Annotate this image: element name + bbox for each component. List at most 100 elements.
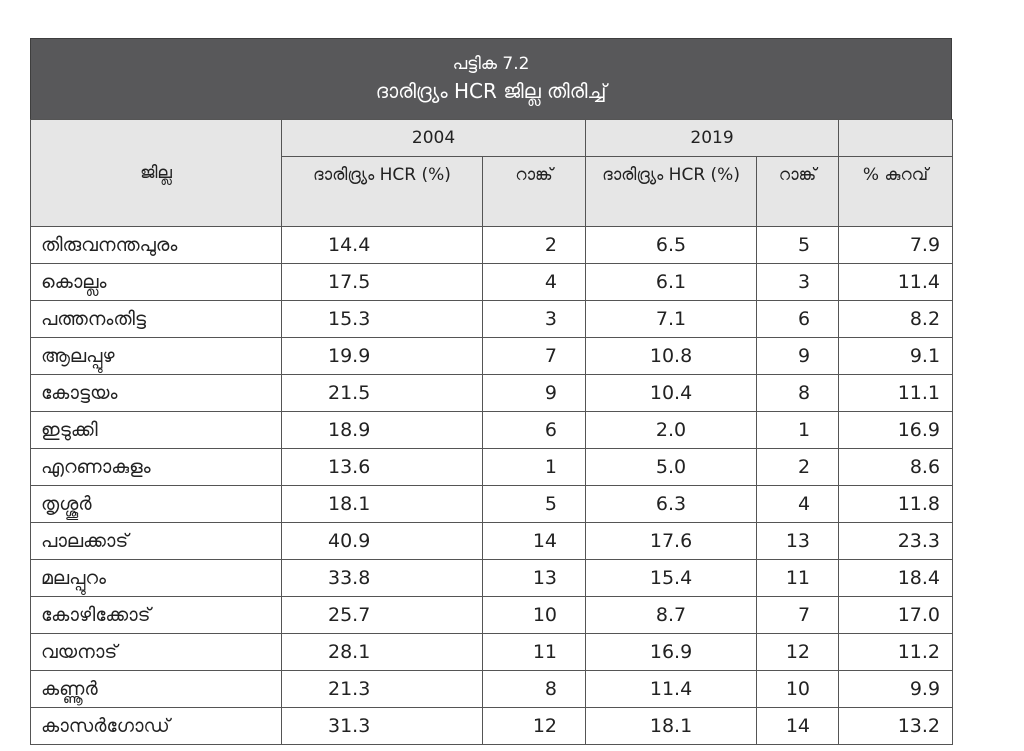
rank-2019-cell: 13 (756, 522, 840, 560)
header-empty (838, 119, 954, 157)
reduction-cell: 11.8 (838, 485, 954, 523)
reduction-cell: 8.2 (838, 300, 954, 338)
rank-2019-cell: 8 (756, 374, 840, 412)
reduction-cell: 11.4 (838, 263, 954, 301)
hcr-2019-cell: 18.1 (585, 707, 758, 745)
hcr-2019-cell: 11.4 (585, 670, 758, 708)
table-row: കൊല്ലം 17.5 4 6.1 3 11.4 (30, 263, 954, 301)
table-row: തൃശ്ശൂർ 18.1 5 6.3 4 11.8 (30, 485, 954, 523)
hcr-2004-cell: 25.7 (281, 596, 483, 634)
table-row: എറണാകുളം 13.6 1 5.0 2 8.6 (30, 448, 954, 486)
hcr-2019-cell: 6.3 (585, 485, 758, 523)
table-title: ദാരിദ്ര്യം HCR ജില്ല തിരിച്ച് (375, 79, 607, 103)
hcr-2004-cell: 28.1 (281, 633, 483, 671)
reduction-cell: 11.1 (838, 374, 954, 412)
header-hcr-2019: ദാരിദ്ര്യം HCR (%) (585, 156, 758, 227)
rank-2019-cell: 11 (756, 559, 840, 597)
rank-2019-cell: 1 (756, 411, 840, 449)
hcr-2019-cell: 10.4 (585, 374, 758, 412)
rank-2019-cell: 12 (756, 633, 840, 671)
table-row: വയനാട് 28.1 11 16.9 12 11.2 (30, 633, 954, 671)
table-row: കോട്ടയം 21.5 9 10.4 8 11.1 (30, 374, 954, 412)
hcr-2004-cell: 18.9 (281, 411, 483, 449)
hcr-2019-cell: 7.1 (585, 300, 758, 338)
rank-2019-cell: 7 (756, 596, 840, 634)
rank-2019-cell: 2 (756, 448, 840, 486)
rank-2004-cell: 9 (481, 374, 587, 412)
rank-2019-cell: 14 (756, 707, 840, 745)
header-rank-2019: റാങ്ക് (756, 156, 840, 227)
rank-2004-cell: 6 (481, 411, 587, 449)
hcr-2004-cell: 21.5 (281, 374, 483, 412)
rank-2004-cell: 4 (481, 263, 587, 301)
rank-2019-cell: 4 (756, 485, 840, 523)
hcr-2019-cell: 6.1 (585, 263, 758, 301)
hcr-2019-cell: 15.4 (585, 559, 758, 597)
reduction-cell: 13.2 (838, 707, 954, 745)
hcr-2004-cell: 18.1 (281, 485, 483, 523)
header-district: ജില്ല (30, 119, 282, 227)
district-cell: പത്തനംതിട്ട (30, 300, 282, 338)
reduction-cell: 8.6 (838, 448, 954, 486)
hcr-2004-cell: 33.8 (281, 559, 483, 597)
rank-2019-cell: 3 (756, 263, 840, 301)
table-row: കണ്ണൂർ 21.3 8 11.4 10 9.9 (30, 670, 954, 708)
rank-2004-cell: 12 (481, 707, 587, 745)
table-row: കോഴിക്കോട് 25.7 10 8.7 7 17.0 (30, 596, 954, 634)
header-rank-2004: റാങ്ക് (481, 156, 587, 227)
hcr-2004-cell: 15.3 (281, 300, 483, 338)
rank-2019-cell: 6 (756, 300, 840, 338)
rank-2004-cell: 8 (481, 670, 587, 708)
table-body: തിരുവനന്തപുരം 14.4 2 6.5 5 7.9 കൊല്ലം 17.5 4 6.1 3… (30, 226, 954, 745)
table-row: പാലക്കാട് 40.9 14 17.6 13 23.3 (30, 522, 954, 560)
district-cell: കോട്ടയം (30, 374, 282, 412)
poverty-hcr-table-container: പട്ടിക 7.2 ദാരിദ്ര്യം HCR ജില്ല തിരിച്ച്… (30, 38, 954, 745)
table-row: മലപ്പുറം 33.8 13 15.4 11 18.4 (30, 559, 954, 597)
reduction-cell: 9.1 (838, 337, 954, 375)
header-reduction: % കുറവ് (838, 156, 954, 227)
table-row: തിരുവനന്തപുരം 14.4 2 6.5 5 7.9 (30, 226, 954, 264)
rank-2004-cell: 1 (481, 448, 587, 486)
hcr-2004-cell: 13.6 (281, 448, 483, 486)
rank-2004-cell: 5 (481, 485, 587, 523)
district-cell: വയനാട് (30, 633, 282, 671)
district-cell: തൃശ്ശൂർ (30, 485, 282, 523)
hcr-2019-cell: 10.8 (585, 337, 758, 375)
header-year-2004: 2004 (280, 119, 587, 157)
header-year-2019: 2019 (585, 119, 840, 157)
hcr-2004-cell: 31.3 (281, 707, 483, 745)
hcr-2004-cell: 19.9 (281, 337, 483, 375)
reduction-cell: 11.2 (838, 633, 954, 671)
district-cell: ഇടുക്കി (30, 411, 282, 449)
hcr-2004-cell: 14.4 (281, 226, 483, 264)
header-hcr-2004: ദാരിദ്ര്യം HCR (%) (281, 156, 483, 227)
district-cell: കോഴിക്കോട് (30, 596, 282, 634)
rank-2019-cell: 10 (756, 670, 840, 708)
rank-2019-cell: 5 (756, 226, 840, 264)
rank-2004-cell: 7 (481, 337, 587, 375)
district-cell: മലപ്പുറം (30, 559, 282, 597)
hcr-2019-cell: 17.6 (585, 522, 758, 560)
hcr-2004-cell: 21.3 (281, 670, 483, 708)
table-row: ആലപ്പുഴ 19.9 7 10.8 9 9.1 (30, 337, 954, 375)
table-row: ഇടുക്കി 18.9 6 2.0 1 16.9 (30, 411, 954, 449)
reduction-cell: 7.9 (838, 226, 954, 264)
hcr-2019-cell: 2.0 (585, 411, 758, 449)
hcr-2019-cell: 6.5 (585, 226, 758, 264)
district-cell: പാലക്കാട് (30, 522, 282, 560)
hcr-2004-cell: 40.9 (281, 522, 483, 560)
district-cell: തിരുവനന്തപുരം (30, 226, 282, 264)
hcr-2019-cell: 5.0 (585, 448, 758, 486)
district-cell: കണ്ണൂർ (30, 670, 282, 708)
reduction-cell: 23.3 (838, 522, 954, 560)
rank-2004-cell: 14 (481, 522, 587, 560)
table-caption: പട്ടിക 7.2 ദാരിദ്ര്യം HCR ജില്ല തിരിച്ച് (30, 38, 952, 119)
hcr-2019-cell: 16.9 (585, 633, 758, 671)
rank-2004-cell: 2 (481, 226, 587, 264)
reduction-cell: 9.9 (838, 670, 954, 708)
district-cell: എറണാകുളം (30, 448, 282, 486)
rank-2004-cell: 13 (481, 559, 587, 597)
rank-2004-cell: 10 (481, 596, 587, 634)
district-cell: കൊല്ലം (30, 263, 282, 301)
district-cell: ആലപ്പുഴ (30, 337, 282, 375)
